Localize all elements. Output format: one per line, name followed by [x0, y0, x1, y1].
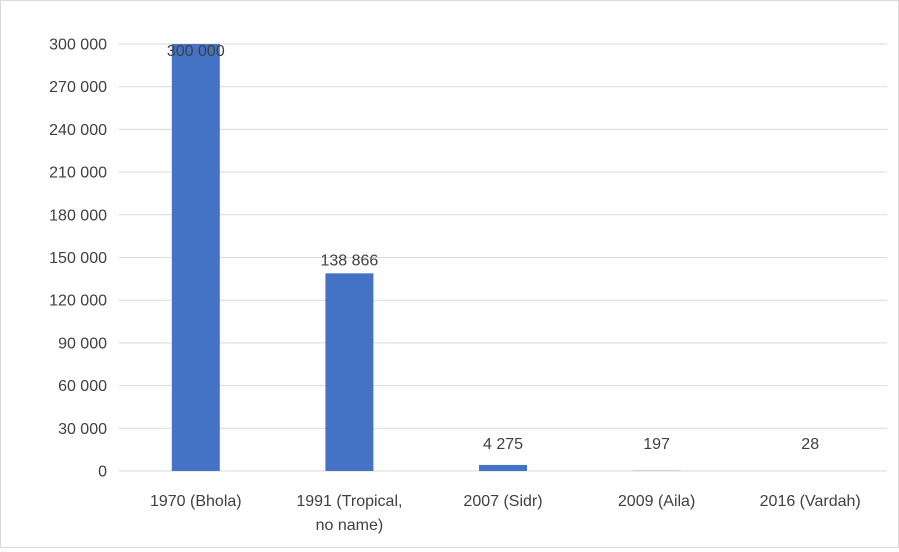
y-tick-label: 270 000	[49, 79, 107, 96]
data-label: 138 866	[320, 252, 378, 269]
y-tick-label: 0	[98, 464, 107, 481]
bar	[325, 273, 373, 471]
y-tick-label: 150 000	[49, 250, 107, 267]
y-tick-label: 60 000	[58, 378, 107, 395]
y-tick-label: 180 000	[49, 207, 107, 224]
bar	[172, 44, 220, 471]
data-label: 300 000	[167, 43, 225, 60]
x-tick-label: 1970 (Bhola)	[150, 493, 242, 510]
y-tick-label: 300 000	[49, 37, 107, 54]
x-tick-label: 2009 (Aila)	[618, 493, 695, 510]
y-tick-label: 120 000	[49, 293, 107, 310]
data-labels: 300 000 138 866 4 275 197 28	[167, 43, 819, 453]
gridlines	[119, 44, 887, 471]
x-axis-tick-labels: 1970 (Bhola) 1991 (Tropical, no name) 2007 …	[150, 493, 861, 534]
data-label: 4 275	[483, 436, 523, 453]
y-tick-label: 30 000	[58, 421, 107, 438]
x-tick-label: 2007 (Sidr)	[463, 493, 542, 510]
data-label: 197	[643, 436, 670, 453]
x-tick-label: 2016 (Vardah)	[760, 493, 861, 510]
y-tick-label: 90 000	[58, 335, 107, 352]
y-tick-label: 240 000	[49, 122, 107, 139]
data-label: 28	[801, 436, 819, 453]
y-tick-label: 210 000	[49, 165, 107, 182]
bar	[479, 465, 527, 471]
x-tick-label: 1991 (Tropical,	[296, 493, 402, 510]
x-tick-label: no name)	[316, 517, 384, 534]
y-axis-tick-labels: 0 30 000 60 000 90 000 120 000 150 000 180 000…	[49, 37, 107, 481]
